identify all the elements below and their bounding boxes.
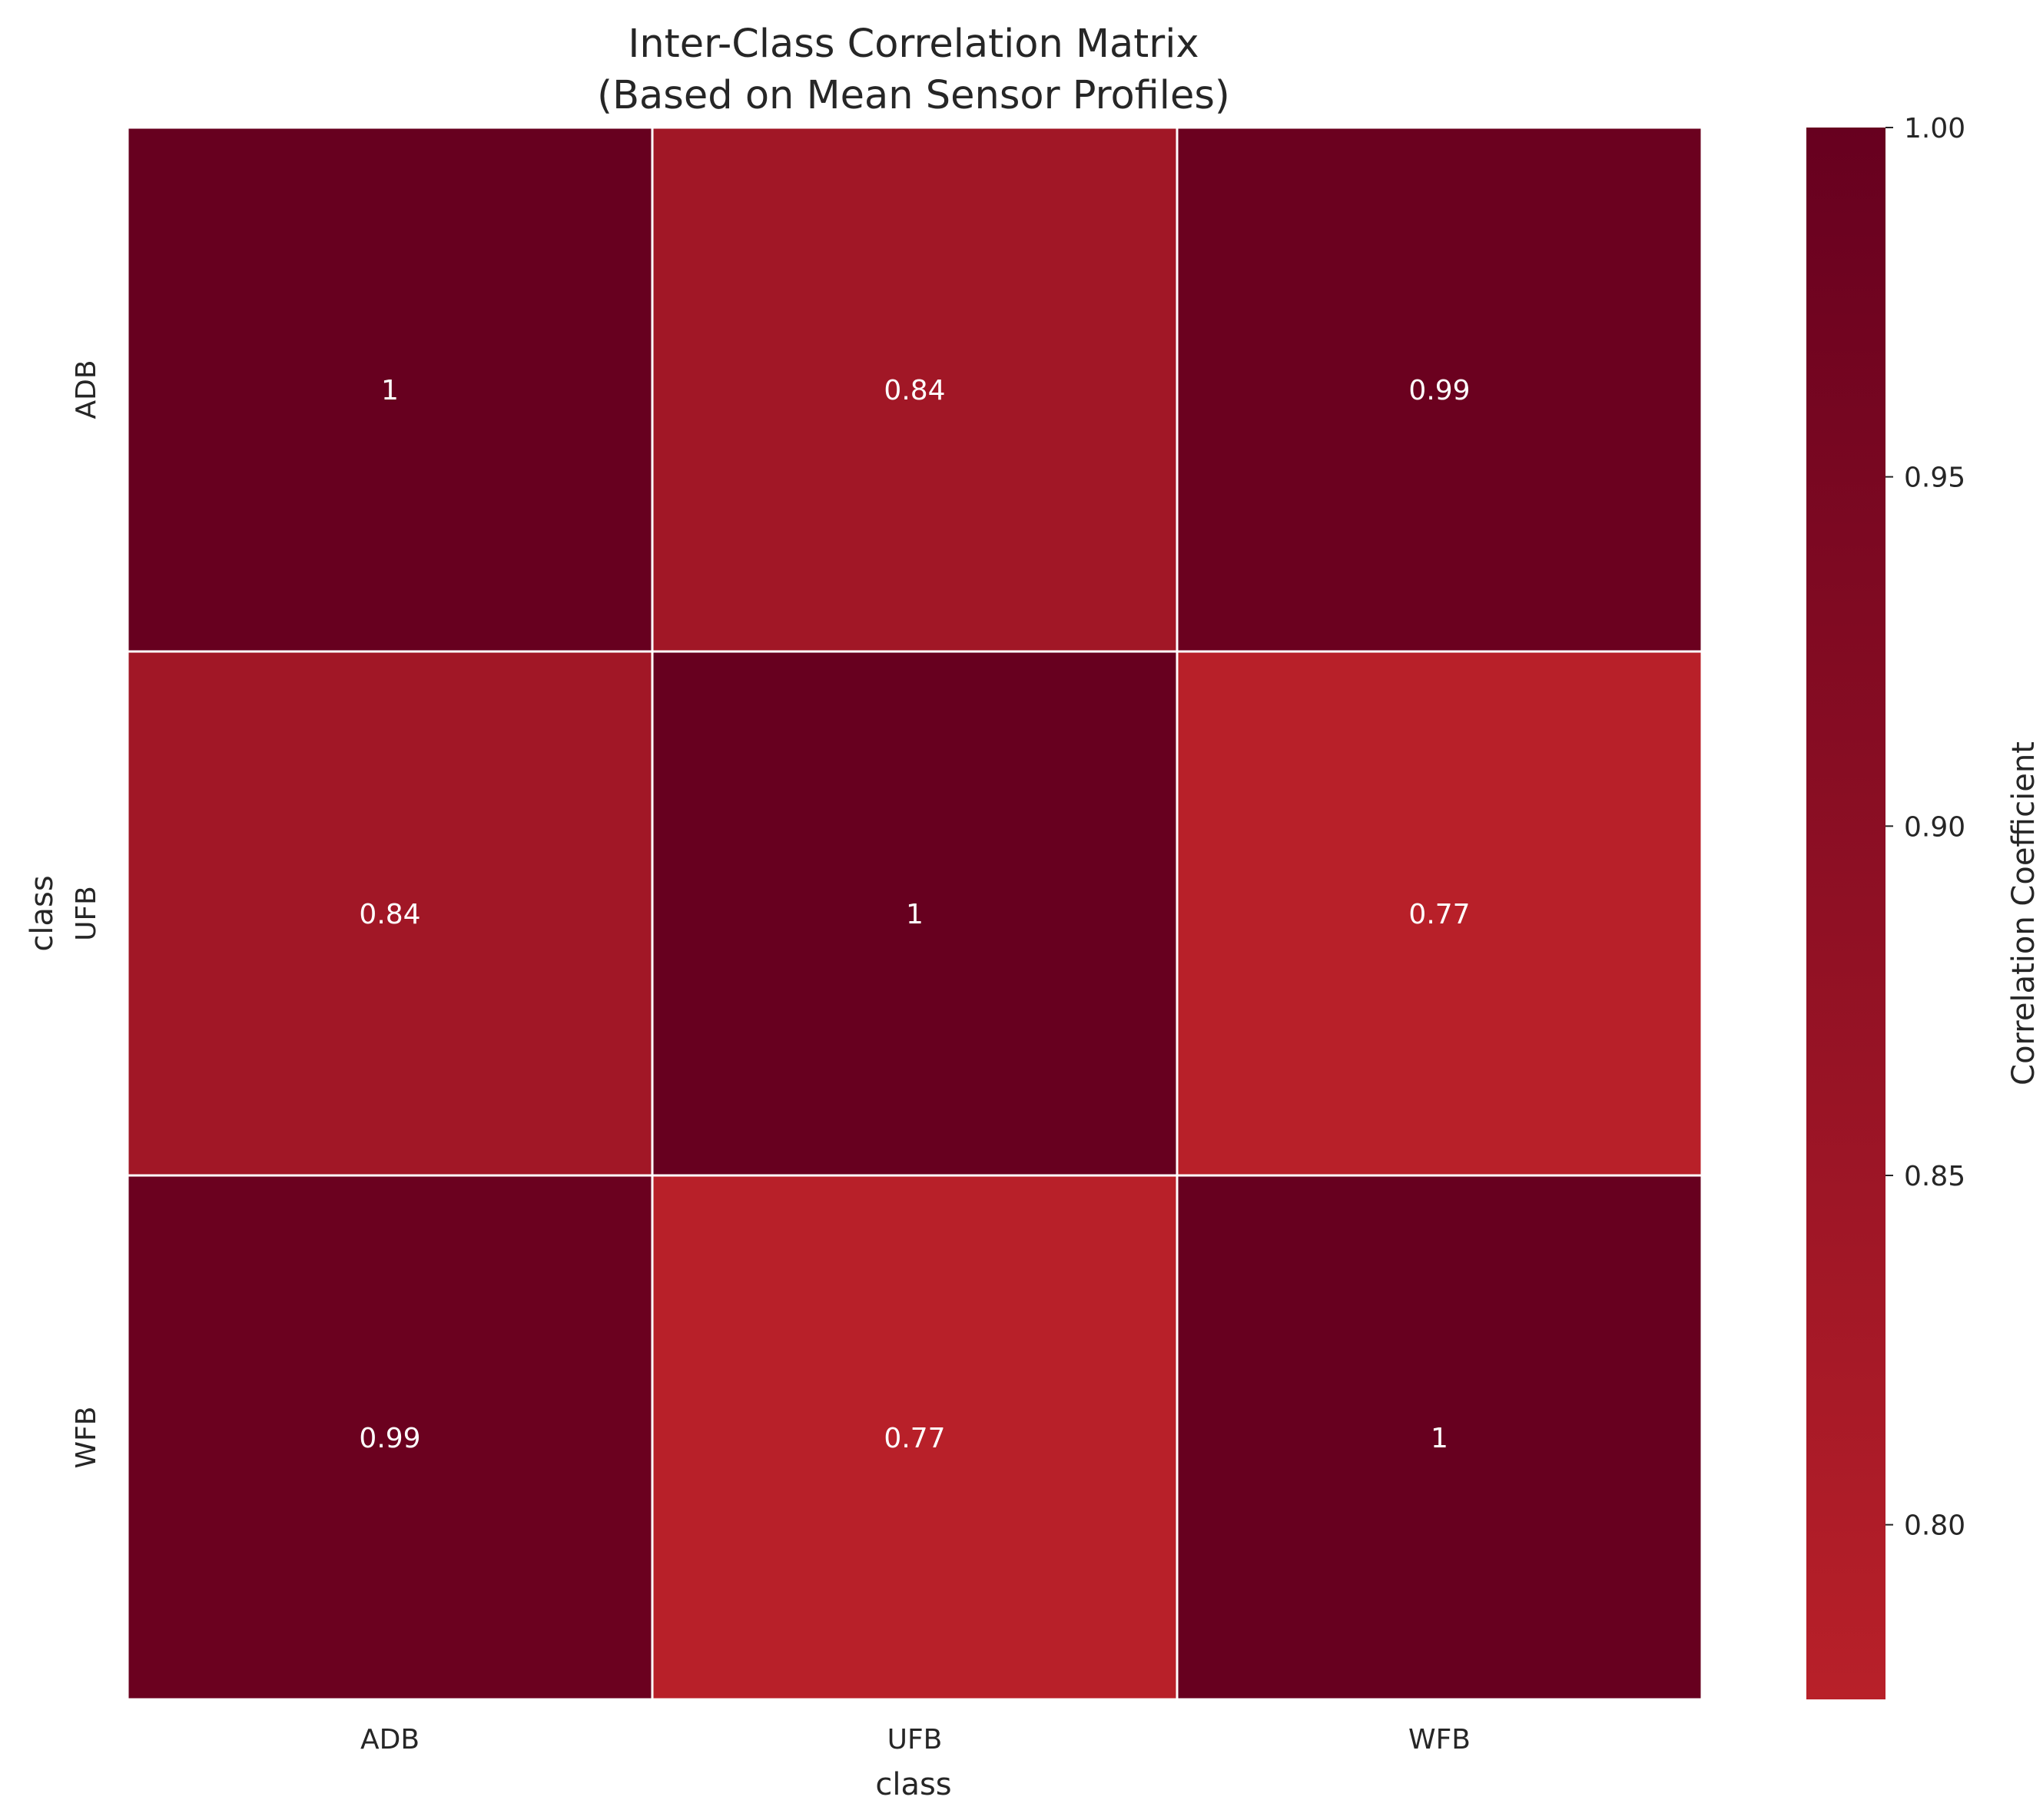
chart-title: Inter-Class Correlation Matrix [628, 22, 1199, 67]
x-tick-label: ADB [360, 1724, 420, 1755]
cell-value-label: 1 [906, 899, 924, 930]
x-tick-label: UFB [887, 1724, 943, 1755]
colorbar-label: Correlation Coefficient [2006, 741, 2041, 1086]
heatmap-cell [651, 650, 1179, 1177]
heatmap-cell [126, 126, 654, 653]
cell-value-label: 0.84 [884, 375, 945, 406]
colorbar-tick-label: 0.85 [1904, 1161, 1965, 1192]
heatmap-cell [126, 1174, 654, 1701]
colorbar-tick-label: 0.95 [1904, 462, 1965, 494]
cell-value-label: 0.99 [359, 1423, 420, 1454]
heatmap-cell [651, 1174, 1179, 1701]
cell-value-label: 1 [381, 375, 399, 406]
colorbar-tick-label: 0.80 [1904, 1510, 1965, 1542]
x-tick-labels: ADB UFB WFB [360, 1724, 1471, 1755]
heatmap-cells [126, 126, 1703, 1701]
colorbar-tick-label: 1.00 [1904, 113, 1965, 144]
heatmap-cell [651, 126, 1179, 653]
cell-value-label: 1 [1431, 1423, 1448, 1454]
chart-subtitle: (Based on Mean Sensor Profiles) [597, 73, 1230, 118]
x-axis-label: class [875, 1767, 951, 1802]
heatmap-cell [1176, 126, 1703, 653]
heatmap-cell [126, 650, 654, 1177]
cell-value-label: 0.77 [884, 1423, 945, 1454]
y-tick-label: ADB [71, 360, 102, 419]
colorbar-ticks: 0.80 0.85 0.90 0.95 1.00 [1885, 113, 1965, 1542]
cell-value-label: 0.84 [359, 899, 420, 930]
heatmap-cell-labels: 1 0.84 0.99 0.84 1 0.77 0.99 0.77 1 [359, 375, 1470, 1454]
heatmap-cell [1176, 650, 1703, 1177]
colorbar-tick-label: 0.90 [1904, 811, 1965, 843]
y-tick-label: WFB [71, 1407, 102, 1469]
y-tick-label: UFB [71, 886, 102, 941]
x-tick-label: WFB [1408, 1724, 1471, 1755]
heatmap-cell [1176, 1174, 1703, 1701]
colorbar [1806, 128, 1885, 1699]
y-axis-label: class [25, 875, 60, 951]
y-tick-labels: ADB UFB WFB [71, 360, 102, 1468]
cell-value-label: 0.77 [1408, 899, 1470, 930]
cell-value-label: 0.99 [1408, 375, 1470, 406]
